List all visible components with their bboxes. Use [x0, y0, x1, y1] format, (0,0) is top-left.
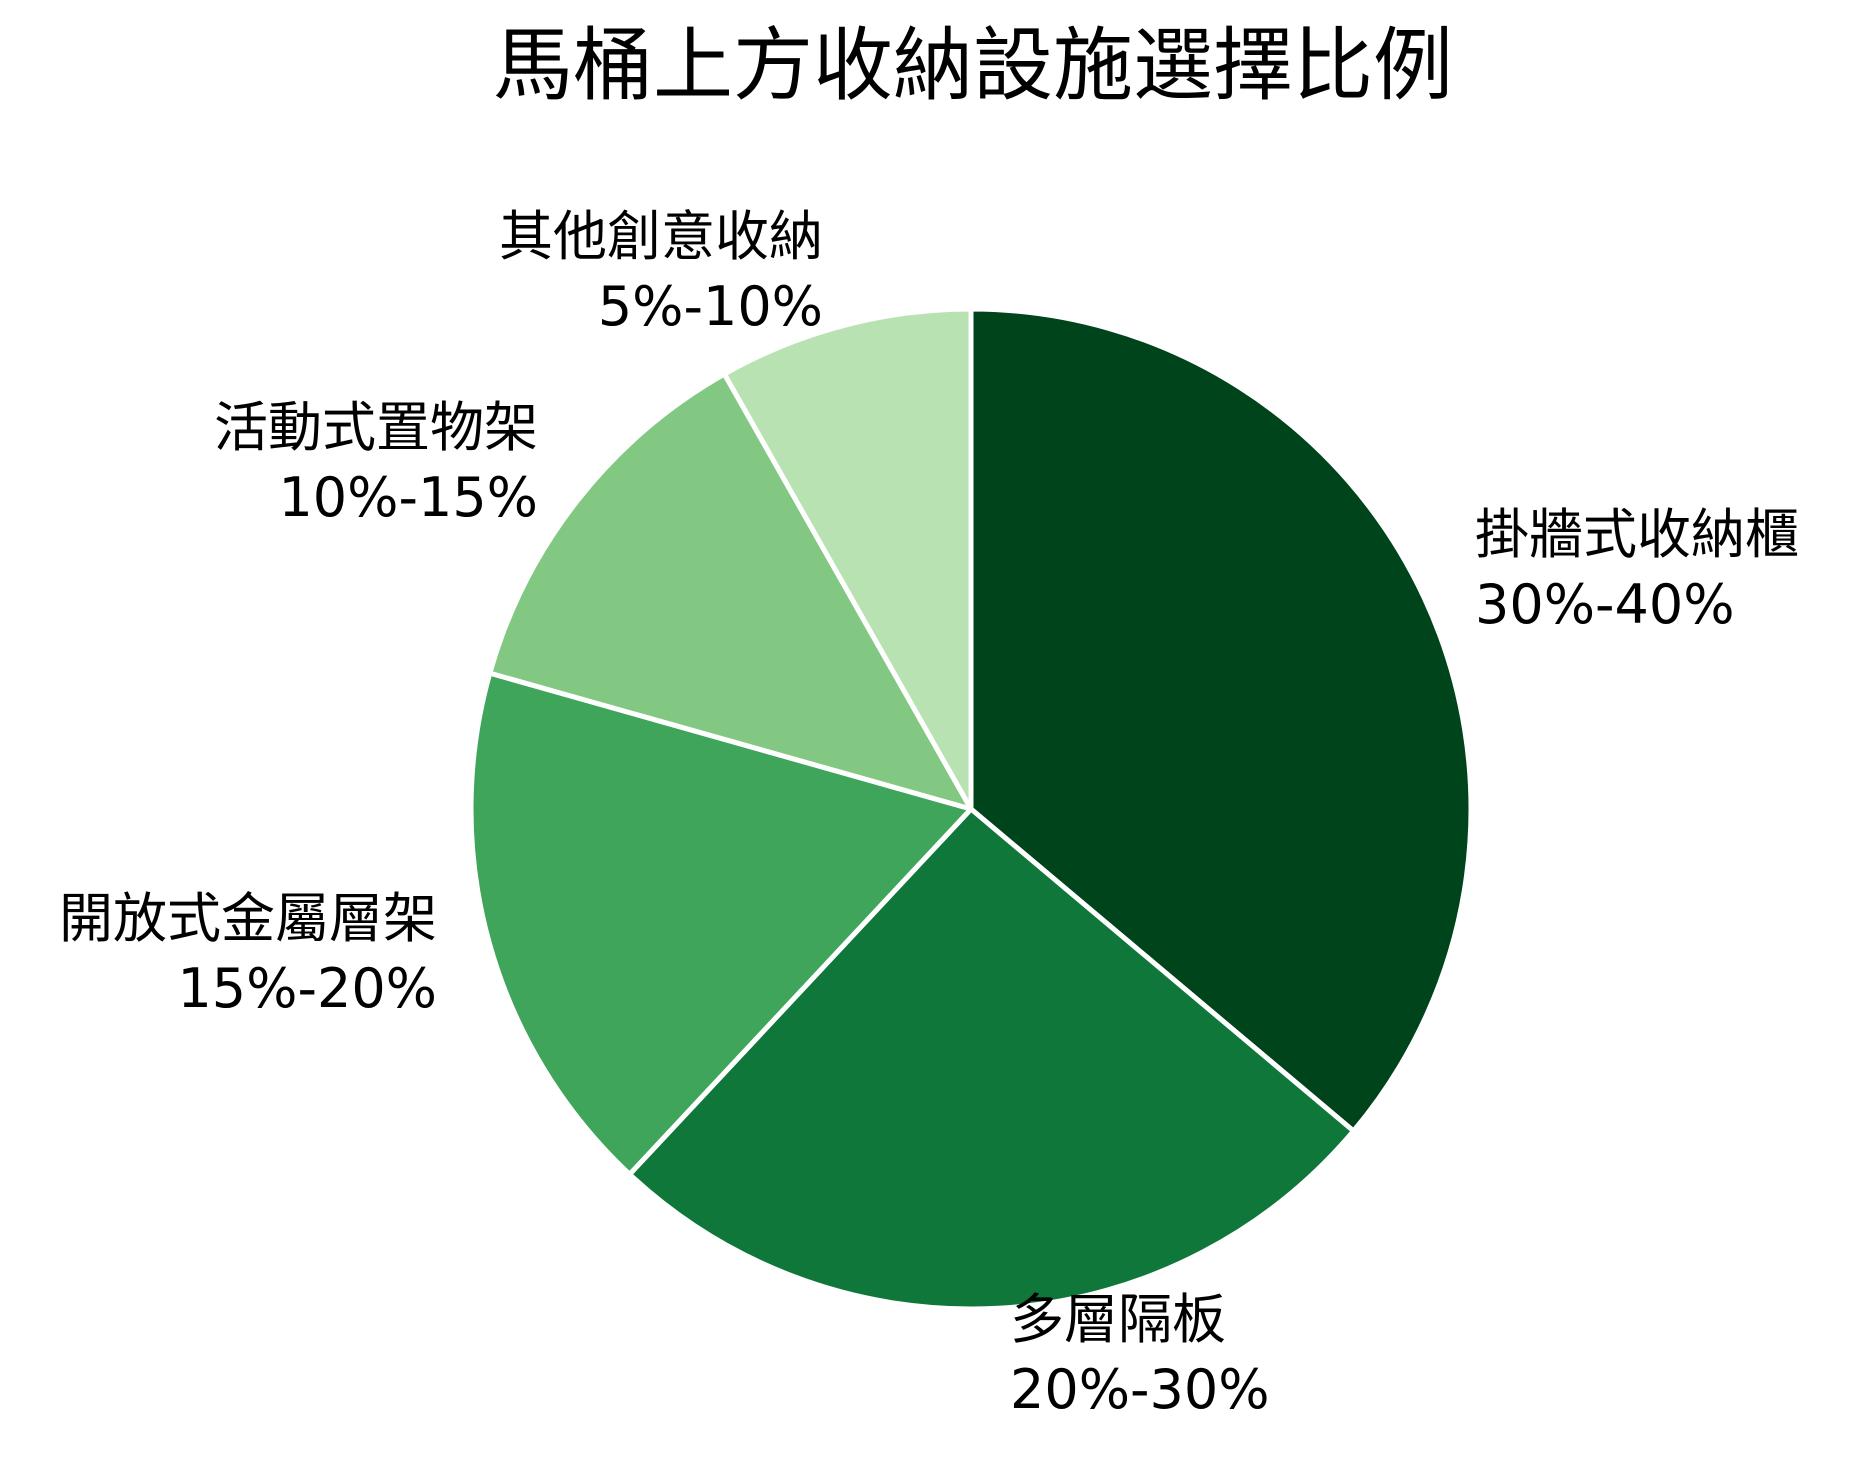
slice-label-range: 30%-40%	[1475, 573, 1735, 636]
slice-label-name: 掛牆式收納櫃	[1475, 503, 1799, 566]
slice-label-name: 開放式金屬層架	[59, 887, 437, 950]
slice-label-range: 5%-10%	[597, 275, 823, 338]
pie-slice	[968, 306, 1474, 1134]
pie-slice	[627, 806, 1357, 1312]
slice-label-name: 活動式置物架	[214, 396, 538, 459]
pie-slice	[721, 306, 974, 812]
slice-label-metal-rack: 開放式金屬層架 15%-20%	[59, 884, 437, 1024]
slice-label-multi-shelf: 多層隔板 20%-30%	[1010, 1285, 1270, 1425]
chart-title: 馬桶上方收納設施選擇比例	[493, 19, 1453, 112]
slice-label-range: 10%-15%	[278, 466, 538, 529]
pie-slice	[487, 371, 974, 812]
slice-label-creative-storage: 其他創意收納 5%-10%	[499, 202, 823, 342]
slice-label-range: 20%-30%	[1010, 1358, 1270, 1421]
slice-label-name: 其他創意收納	[499, 205, 823, 268]
slice-label-name: 多層隔板	[1010, 1288, 1226, 1351]
pie-slice	[468, 670, 974, 1177]
slice-label-wall-cabinet: 掛牆式收納櫃 30%-40%	[1475, 500, 1799, 640]
slice-label-movable-rack: 活動式置物架 10%-15%	[214, 393, 538, 533]
slice-label-range: 15%-20%	[177, 957, 437, 1020]
